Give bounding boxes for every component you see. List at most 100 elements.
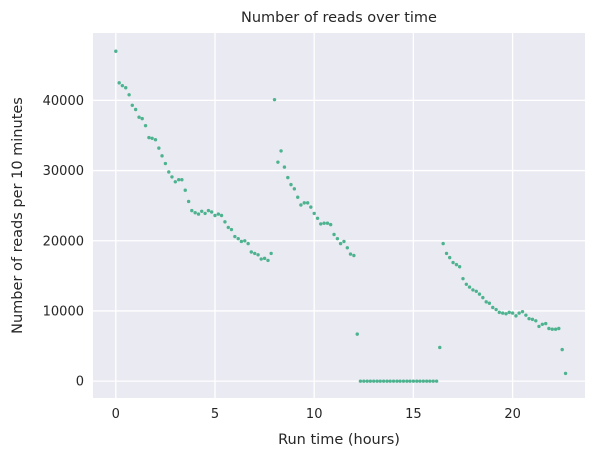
data-point	[431, 379, 435, 383]
data-point	[153, 137, 158, 142]
data-point	[477, 292, 482, 296]
data-point	[424, 379, 429, 383]
data-point	[520, 309, 525, 314]
data-point	[444, 251, 449, 256]
x-axis-label: Run time (hours)	[278, 432, 400, 448]
data-point	[127, 93, 131, 97]
data-point	[418, 379, 422, 383]
data-point	[233, 234, 237, 239]
data-point	[497, 310, 501, 315]
data-point	[338, 241, 343, 246]
data-point	[362, 379, 366, 383]
data-point	[243, 239, 247, 243]
data-point	[216, 212, 221, 216]
data-point	[335, 236, 340, 241]
data-point	[239, 239, 244, 244]
data-point	[147, 135, 151, 140]
data-point	[510, 311, 515, 315]
data-point	[157, 146, 161, 150]
data-point	[550, 327, 554, 331]
data-point	[454, 262, 459, 267]
data-point	[438, 345, 442, 350]
data-point	[219, 213, 224, 218]
data-point	[514, 314, 518, 318]
data-point	[193, 210, 197, 215]
data-point	[160, 154, 164, 158]
data-point	[464, 282, 469, 286]
data-point	[200, 209, 204, 213]
data-point	[236, 236, 240, 241]
x-axis-tick-labels: 0 5 10 15 20	[112, 407, 521, 422]
data-point	[262, 256, 267, 261]
data-point	[223, 220, 227, 224]
data-point	[391, 379, 396, 383]
data-point	[494, 307, 498, 312]
data-point	[206, 208, 211, 213]
data-point	[365, 379, 369, 383]
data-point	[332, 232, 336, 237]
data-point	[368, 379, 373, 383]
data-point	[537, 324, 541, 329]
data-point	[133, 107, 138, 112]
y-axis-tick-labels: 0 10000 20000 30000 40000	[43, 94, 84, 390]
data-point	[401, 379, 406, 383]
data-point	[170, 175, 174, 179]
data-point	[547, 326, 551, 331]
data-point	[319, 222, 323, 226]
data-point	[491, 305, 495, 310]
data-point	[381, 379, 386, 383]
data-point	[226, 225, 230, 230]
chart-title: Number of reads over time	[241, 10, 437, 26]
data-point	[448, 255, 452, 260]
data-point	[137, 115, 141, 119]
y-tick-label: 0	[76, 375, 84, 390]
data-point	[209, 210, 214, 214]
data-point	[457, 265, 462, 269]
data-point	[385, 379, 389, 383]
data-point	[411, 379, 416, 383]
data-point	[299, 203, 303, 207]
data-point	[183, 188, 187, 192]
data-point	[143, 123, 148, 128]
y-tick-label: 40000	[43, 94, 84, 109]
data-point	[352, 253, 356, 258]
data-point	[507, 310, 511, 315]
data-point	[405, 379, 409, 383]
data-point	[342, 239, 346, 244]
data-point	[487, 301, 492, 305]
data-point	[375, 379, 379, 383]
data-point	[355, 332, 359, 336]
data-point	[415, 379, 419, 383]
data-point	[309, 205, 313, 209]
data-point	[544, 321, 548, 326]
data-point	[150, 136, 154, 140]
data-point	[484, 300, 488, 304]
data-point	[388, 379, 392, 383]
data-point	[421, 379, 426, 383]
data-point	[398, 379, 402, 383]
data-point	[322, 221, 326, 225]
data-point	[269, 251, 273, 256]
data-point	[130, 103, 134, 108]
grid-lines	[93, 33, 585, 398]
x-tick-label: 0	[112, 407, 120, 422]
data-point	[259, 257, 263, 261]
data-point	[282, 165, 287, 169]
data-point	[114, 49, 118, 53]
data-point	[527, 316, 531, 321]
data-point	[163, 161, 168, 166]
data-point	[530, 317, 535, 322]
data-point	[246, 241, 250, 246]
data-point	[286, 175, 290, 180]
data-point	[524, 313, 528, 317]
data-point	[120, 83, 125, 88]
y-tick-label: 10000	[43, 304, 84, 319]
data-point	[229, 227, 234, 232]
data-point	[279, 149, 283, 153]
data-point	[358, 379, 363, 383]
data-point	[378, 379, 382, 383]
y-axis-label: Number of reads per 10 minutes	[10, 97, 26, 334]
data-point	[348, 252, 353, 256]
data-point	[173, 180, 178, 184]
data-point	[180, 178, 184, 182]
